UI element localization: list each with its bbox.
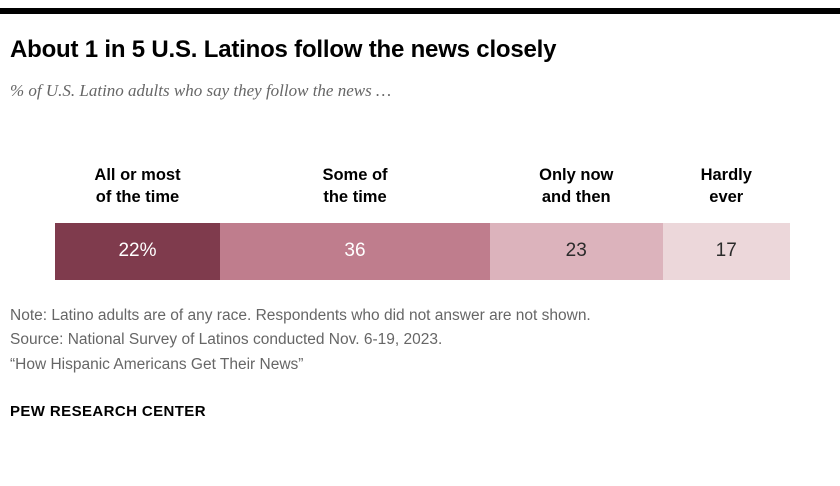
note-line: Note: Latino adults are of any race. Res… bbox=[10, 306, 591, 324]
source-line: Source: National Survey of Latinos condu… bbox=[10, 331, 443, 349]
segment-header: Some of the time bbox=[322, 166, 388, 206]
content-area: About 1 in 5 U.S. Latinos follow the new… bbox=[0, 36, 840, 420]
segment-header: Hardly ever bbox=[700, 166, 752, 206]
top-border-rule bbox=[0, 8, 840, 14]
chart-subtitle: % of U.S. Latino adults who say they fol… bbox=[10, 81, 392, 100]
segment-header: All or most of the time bbox=[94, 166, 181, 206]
footnotes: Note: Latino adults are of any race. Res… bbox=[10, 304, 830, 377]
bar-segment: 17 bbox=[662, 222, 790, 280]
stacked-bar: 22% 36 23 17 bbox=[55, 222, 790, 280]
stacked-bar-chart: All or most of the time Some of the time Onl… bbox=[55, 165, 790, 280]
segment-headers-row: All or most of the time Some of the time Onl… bbox=[55, 165, 790, 209]
bar-segment: 22% bbox=[55, 222, 220, 280]
pew-research-center-wordmark: PEW RESEARCH CENTER bbox=[10, 402, 206, 420]
bar-segment: 23 bbox=[490, 222, 663, 280]
page-title: About 1 in 5 U.S. Latinos follow the new… bbox=[10, 36, 557, 63]
bar-segment: 36 bbox=[220, 222, 490, 280]
report-title-line: “How Hispanic Americans Get Their News” bbox=[10, 355, 304, 373]
segment-header: Only now and then bbox=[539, 166, 614, 206]
